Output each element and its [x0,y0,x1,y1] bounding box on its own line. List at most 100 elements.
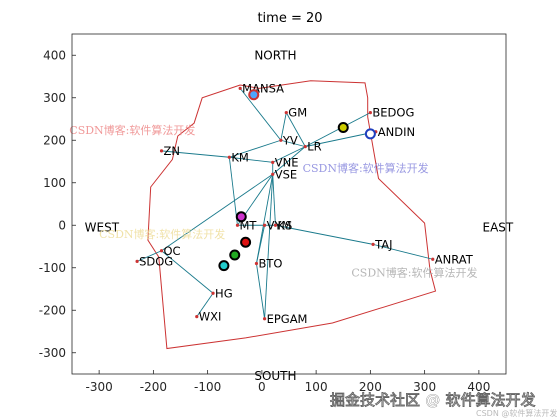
y-tick-label: 100 [43,176,66,190]
edge-mansa-yv [239,88,282,141]
y-tick-label: -200 [39,303,66,317]
vehicle-marker-1 [248,89,260,101]
edge-km-vne [229,156,273,163]
node-vse [271,172,275,176]
node-label-mt: MT [239,218,257,232]
edge-vse-oc [161,173,273,252]
node-label-vym: VYM [267,218,292,232]
node-bedog [368,111,372,115]
node-label-anrat: ANRAT [435,252,474,266]
node-yv [279,138,283,142]
vehicle-marker-2 [337,122,349,133]
node-label-oc: OC [164,244,181,258]
edge-vse-epgam [264,174,274,319]
edge-layer [136,88,433,319]
edge-hg-wxi [196,292,214,317]
node-ks [273,223,278,227]
direction-label-south: SOUTH [254,369,296,383]
edge-km-mt [228,157,238,226]
node-km [227,155,231,159]
edge-oc-sdog [136,250,162,262]
node-label-epgam: EPGAM [267,312,308,326]
node-label-zn: ZN [164,144,180,158]
vehicle-layer [218,89,376,272]
watermark-2: CSDN博客:软件算法开发 [303,161,429,175]
y-tick-label: 200 [43,133,66,147]
y-tick-label: 400 [43,48,66,62]
tick-layer: -300 -200 -100 0 100 200 300 400 -300 -200 -100 0 10… [39,48,491,394]
watermark-3: CSDN博客:软件算法开发 [99,227,225,241]
edge-ks-vse [272,174,276,226]
x-tick-label: 400 [467,380,490,394]
direction-label-east: EAST [482,220,513,234]
x-tick-label: 200 [359,380,382,394]
y-tick-label: -300 [39,346,66,360]
node-oc [159,249,164,253]
vehicle-marker-4 [235,211,247,223]
node-taj [371,242,375,246]
node-vne [271,160,275,164]
y-tick-label: 300 [43,91,66,105]
node-label-taj: TAJ [374,237,392,251]
edge-zn-km [161,150,230,158]
node-label-gm: GM [288,106,307,120]
edge-lr-bedog [305,112,371,148]
x-tick-label: -200 [140,380,167,394]
node-label-vne: VNE [275,155,299,169]
edge-vym-bto [256,225,266,264]
edge-taj-anrat [372,243,433,260]
edge-ks-taj [275,224,374,245]
edge-lr-andin [305,131,376,148]
node-label-bto: BTO [258,257,282,271]
boundary-layer [147,80,437,350]
x-tick-label: 100 [305,380,328,394]
axes-box [71,33,507,375]
watermark-layer: CSDN博客:软件算法开发 CSDN博客:软件算法开发 CSDN博客:软件算法开发 C… [69,123,477,279]
edge-gm-yv [280,112,287,141]
node-mt [235,223,240,227]
x-tick-label: 300 [413,380,436,394]
x-tick-label: 0 [258,380,266,394]
node-label-vse: VSE [275,167,297,181]
node-vym [262,223,267,227]
node-wxi [195,315,199,319]
edge-yv-lr [280,139,306,148]
y-tick-label: 0 [58,218,66,232]
node-label-ks: KS [277,218,292,232]
node-label-bedog: BEDOG [372,106,414,120]
node-label-sdog: SDOG [139,254,173,268]
watermark-4: CSDN博客:软件算法开发 [351,265,477,279]
vehicle-marker-3 [364,128,376,140]
x-tick-label: -100 [194,380,221,394]
direction-label-north: NORTH [254,48,296,62]
node-label-km: KM [231,150,248,164]
footer-watermark: 掘金技术社区 @ 软件算法开发 [330,391,536,409]
node-label-lr: LR [307,140,321,154]
edge-bto-epgam [256,263,266,319]
edge-yv-km [229,139,282,158]
node-label-yv: YV [282,133,298,147]
node-epgam [262,317,267,321]
node-label-hg: HG [215,286,233,300]
edge-gm-lr [285,112,306,147]
node-hg [211,291,215,295]
node-label-wxi: WXI [199,310,222,324]
node-zn [159,149,164,153]
node-anrat [431,257,435,261]
vehicle-marker-6 [229,249,241,261]
vehicle-marker-5 [240,236,252,248]
direction-label-west: WEST [85,220,120,234]
edge-lr-vne [272,146,306,163]
x-tick-label: -300 [86,380,113,394]
node-lr [303,145,307,149]
edge-oc-hg [161,250,214,294]
node-label-andin: ANDIN [378,125,415,139]
node-gm [284,111,288,115]
edge-vse-lr [272,146,306,175]
chart-title: time = 20 [257,11,322,26]
node-mansa [238,86,242,90]
watermark-1: CSDN博客:软件算法开发 [69,123,195,137]
y-tick-label: -100 [39,261,66,275]
